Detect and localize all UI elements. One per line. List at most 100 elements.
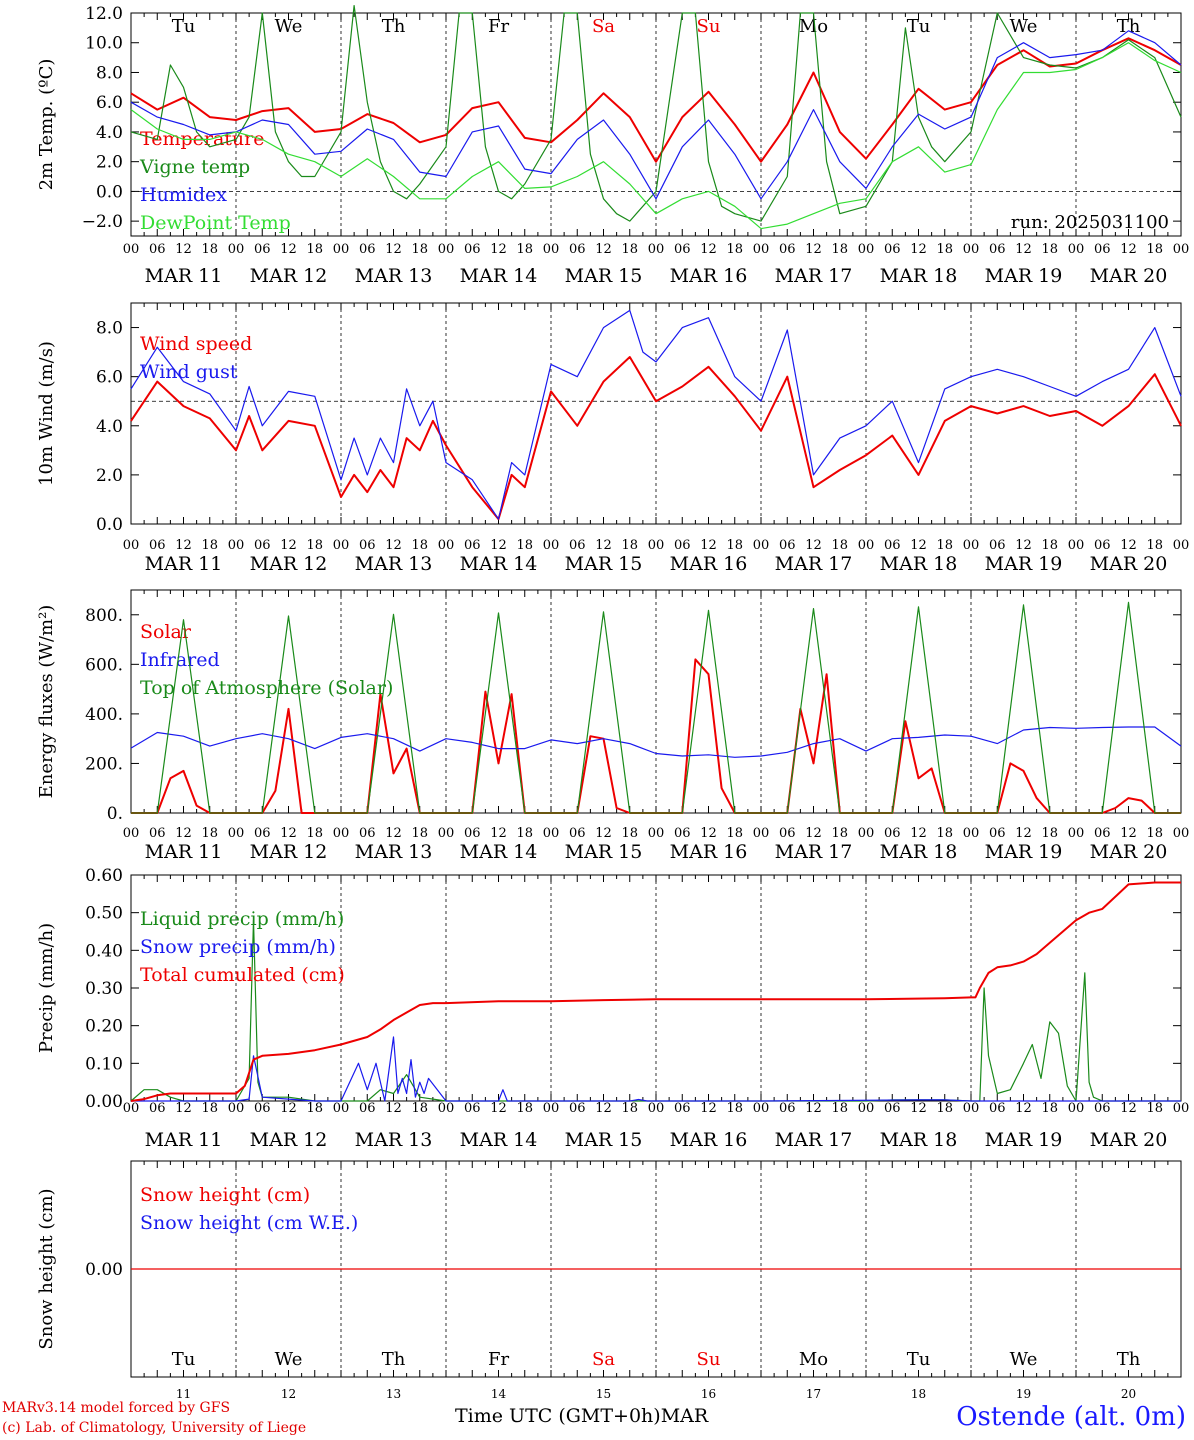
hour-tick-label: 12 xyxy=(595,242,612,257)
series-line xyxy=(131,1036,1181,1102)
hour-tick-label: 00 xyxy=(1173,538,1190,553)
day-number-label: 13 xyxy=(386,1387,401,1401)
hour-tick-label: 00 xyxy=(1068,242,1085,257)
y-axis-label: Energy fluxes (W/m²) xyxy=(36,605,57,799)
series-line xyxy=(130,309,1182,520)
y-tick-label: 2.0 xyxy=(96,153,123,173)
legend-entry: Humidex xyxy=(140,184,227,206)
hour-tick-label: 12 xyxy=(385,242,402,257)
date-label: MAR 17 xyxy=(775,265,853,287)
legend-entry: Snow height (cm) xyxy=(140,1184,310,1206)
hour-tick-label: 00 xyxy=(1173,1101,1190,1116)
hour-tick-label: 12 xyxy=(1120,538,1137,553)
legend-entry: Snow precip (mm/h) xyxy=(140,936,336,958)
hour-tick-label: 06 xyxy=(884,826,901,841)
hour-tick-label: 06 xyxy=(674,242,691,257)
date-label: MAR 12 xyxy=(250,553,328,575)
hour-tick-label: 12 xyxy=(385,826,402,841)
hour-tick-label: 18 xyxy=(621,1101,638,1116)
hour-tick-label: 06 xyxy=(149,242,166,257)
hour-tick-label: 06 xyxy=(569,826,586,841)
legend-entry: Liquid precip (mm/h) xyxy=(140,908,344,930)
credit-model: MARv3.14 model forced by GFS xyxy=(2,1400,231,1416)
hour-tick-label: 06 xyxy=(779,1101,796,1116)
hour-tick-label: 00 xyxy=(123,538,140,553)
date-label: MAR 16 xyxy=(670,841,748,863)
hour-tick-label: 00 xyxy=(858,826,875,841)
hour-tick-label: 00 xyxy=(228,1101,245,1116)
date-label: MAR 11 xyxy=(145,841,223,863)
day-number-label: 20 xyxy=(1121,1387,1136,1401)
hour-tick-label: 18 xyxy=(411,242,428,257)
hour-tick-label: 12 xyxy=(1015,242,1032,257)
hour-tick-label: 12 xyxy=(805,826,822,841)
hour-tick-label: 18 xyxy=(516,538,533,553)
date-label: MAR 18 xyxy=(880,265,958,287)
hour-tick-label: 18 xyxy=(831,1101,848,1116)
hour-tick-label: 18 xyxy=(726,538,743,553)
y-tick-label: 6.0 xyxy=(96,93,123,113)
y-axis-label: 10m Wind (m/s) xyxy=(36,341,57,486)
day-label: Mo xyxy=(799,16,828,37)
y-tick-label: 0.50 xyxy=(85,904,123,924)
y-axis-label: Snow height (cm) xyxy=(36,1188,57,1349)
date-label: MAR 14 xyxy=(460,841,538,863)
series-line xyxy=(131,601,1181,814)
hour-tick-label: 00 xyxy=(228,826,245,841)
hour-tick-label: 18 xyxy=(936,538,953,553)
date-label: MAR 16 xyxy=(670,265,748,287)
series-line xyxy=(130,356,1182,521)
y-tick-label: 600. xyxy=(85,655,123,675)
hour-tick-label: 12 xyxy=(910,242,927,257)
hour-tick-label: 00 xyxy=(1068,826,1085,841)
date-label: MAR 15 xyxy=(565,1129,643,1151)
hour-tick-label: 18 xyxy=(1146,242,1163,257)
hour-tick-label: 00 xyxy=(858,242,875,257)
hour-tick-label: 12 xyxy=(595,1101,612,1116)
hour-tick-label: 12 xyxy=(700,538,717,553)
hour-tick-label: 06 xyxy=(1094,826,1111,841)
date-label: MAR 15 xyxy=(565,553,643,575)
y-tick-label: 0.00 xyxy=(85,1260,123,1280)
date-label: MAR 19 xyxy=(985,265,1063,287)
hour-tick-label: 18 xyxy=(516,826,533,841)
hour-tick-label: 06 xyxy=(989,538,1006,553)
hour-tick-label: 18 xyxy=(936,1101,953,1116)
hour-tick-label: 12 xyxy=(805,242,822,257)
panel-2: 8.0 6.0 4.0 2.0 0.0 10m Wind (m/s) Wind speed W… xyxy=(36,302,1190,575)
hour-tick-label: 12 xyxy=(1120,826,1137,841)
hour-tick-label: 00 xyxy=(753,1101,770,1116)
day-label: We xyxy=(1010,16,1038,37)
date-label: MAR 20 xyxy=(1090,1129,1168,1151)
hour-tick-label: 18 xyxy=(1146,1101,1163,1116)
day-label: Tu xyxy=(172,16,196,37)
y-axis-label: Precip (mm/h) xyxy=(36,923,57,1053)
y-tick-label: 0.0 xyxy=(96,515,123,535)
hour-tick-label: 18 xyxy=(201,242,218,257)
hour-tick-label: 12 xyxy=(280,1101,297,1116)
date-label: MAR 20 xyxy=(1090,841,1168,863)
day-number-label: 11 xyxy=(176,1387,191,1401)
hour-tick-label: 12 xyxy=(1015,538,1032,553)
series-line xyxy=(130,37,1182,163)
hour-tick-label: 00 xyxy=(123,1101,140,1116)
hour-tick-label: 18 xyxy=(306,1101,323,1116)
legend-entry: Top of Atmosphere (Solar) xyxy=(140,677,393,699)
date-label: MAR 18 xyxy=(880,841,958,863)
date-label: MAR 13 xyxy=(355,841,433,863)
hour-tick-label: 06 xyxy=(884,538,901,553)
hour-tick-label: 18 xyxy=(306,242,323,257)
hour-tick-label: 12 xyxy=(385,538,402,553)
day-label: Th xyxy=(382,1349,406,1370)
hour-tick-label: 00 xyxy=(543,1101,560,1116)
hour-tick-label: 18 xyxy=(621,538,638,553)
legend-entry: Wind gust xyxy=(140,361,238,383)
hour-tick-label: 12 xyxy=(1120,1101,1137,1116)
hour-tick-label: 12 xyxy=(490,242,507,257)
hour-tick-label: 06 xyxy=(464,1101,481,1116)
hour-tick-label: 18 xyxy=(1041,538,1058,553)
day-number-label: 18 xyxy=(911,1387,926,1401)
date-label: MAR 15 xyxy=(565,265,643,287)
hour-tick-label: 00 xyxy=(963,826,980,841)
